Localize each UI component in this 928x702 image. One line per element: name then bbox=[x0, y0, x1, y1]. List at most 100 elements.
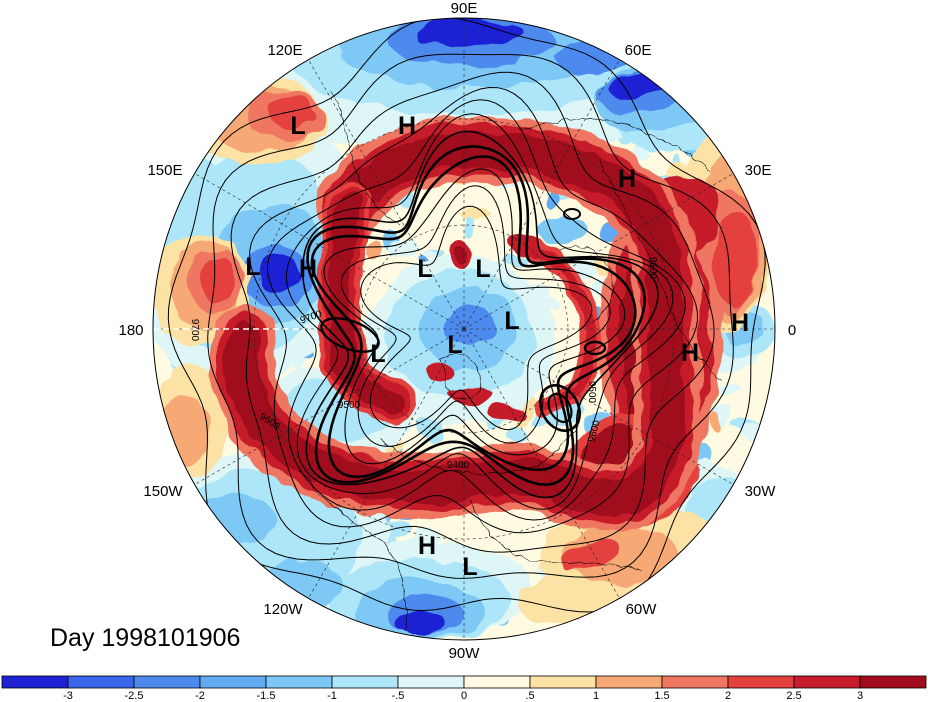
coastlines bbox=[299, 89, 721, 631]
coastline bbox=[379, 419, 581, 475]
longitude-label: 60W bbox=[626, 601, 658, 618]
anomaly-hotspot bbox=[426, 365, 454, 379]
height-contour bbox=[310, 155, 637, 479]
anomaly-region bbox=[713, 215, 757, 305]
colorbar-swatch bbox=[199, 675, 267, 689]
closed-contour-loop bbox=[547, 392, 573, 424]
colorbar-swatch bbox=[67, 675, 135, 689]
meridian-line bbox=[463, 173, 734, 330]
colorbar-tick-label: .5 bbox=[525, 690, 534, 702]
anomaly-speckle bbox=[501, 255, 530, 266]
longitude-label: 0 bbox=[788, 322, 796, 339]
height-contour bbox=[323, 168, 626, 465]
coastline bbox=[599, 159, 721, 381]
low-pressure-label: L bbox=[245, 253, 260, 281]
meridian-line bbox=[463, 328, 620, 599]
high-pressure-label: H bbox=[299, 255, 317, 283]
anomaly-hotspot bbox=[455, 247, 469, 263]
colorbar-swatch bbox=[661, 675, 729, 689]
contour-value-label: 9500 bbox=[338, 400, 361, 411]
high-pressure-label: H bbox=[418, 532, 436, 560]
anomaly-speckle bbox=[548, 191, 561, 210]
anomaly-speckle bbox=[424, 249, 439, 258]
longitude-label: 120E bbox=[267, 42, 302, 59]
anomaly-region bbox=[535, 215, 585, 245]
meridian-line bbox=[463, 328, 734, 485]
anomaly-region bbox=[256, 254, 300, 290]
anomaly-region bbox=[520, 575, 600, 625]
colorbar-swatch bbox=[727, 675, 795, 689]
longitude-label: 180 bbox=[118, 322, 143, 339]
colorbar-swatch bbox=[793, 675, 861, 689]
lat-lon-grid bbox=[153, 18, 775, 640]
height-contour bbox=[301, 130, 659, 499]
colorbar-swatch bbox=[463, 675, 531, 689]
low-pressure-label: L bbox=[462, 553, 477, 581]
low-pressure-label: L bbox=[290, 112, 305, 140]
latitude-circle bbox=[359, 224, 569, 434]
longitude-label: 120W bbox=[263, 601, 303, 618]
longitude-label: 150W bbox=[143, 483, 183, 500]
anomaly-region bbox=[396, 611, 444, 635]
date-title: Day 1998101906 bbox=[50, 624, 240, 652]
longitude-label: 30W bbox=[745, 483, 777, 500]
colorbar-labels: -3 -2.5 -2 -1.5 -1 -.5 0 .5 1 1.5 2 2.5 … bbox=[63, 690, 863, 702]
colorbar-swatch bbox=[331, 675, 399, 689]
longitude-label: 30E bbox=[745, 162, 772, 179]
longitude-label: 90W bbox=[449, 645, 481, 662]
colorbar-tick-label: -2 bbox=[195, 690, 205, 702]
longitude-label: 60E bbox=[625, 42, 652, 59]
colorbar-tick-label: 0 bbox=[461, 690, 467, 702]
latitude-circle bbox=[253, 118, 675, 540]
colorbar-tick-label: -3 bbox=[63, 690, 73, 702]
colorbar-tick-label: 2 bbox=[725, 690, 731, 702]
meridian-line bbox=[463, 59, 620, 330]
meridian-line bbox=[308, 59, 465, 330]
colorbar-swatch bbox=[1, 675, 69, 689]
anomaly-speckle bbox=[741, 421, 767, 442]
colorbar-tick-label: -1.5 bbox=[257, 690, 276, 702]
anomaly-region bbox=[445, 305, 495, 345]
meridian-line bbox=[194, 173, 465, 330]
meridian-line bbox=[308, 328, 465, 599]
globe-outline bbox=[152, 17, 776, 641]
low-pressure-label: L bbox=[447, 331, 462, 359]
anomaly-speckle bbox=[504, 430, 528, 443]
closed-contour-loop bbox=[539, 384, 581, 432]
coastline bbox=[519, 118, 711, 171]
anomaly-region bbox=[200, 256, 236, 300]
height-contour bbox=[360, 205, 593, 431]
anomaly-speckle bbox=[389, 237, 419, 258]
pressure-center-labels: L H H L H L L L H H L L H L bbox=[245, 112, 749, 581]
colorbar-swatch bbox=[859, 675, 927, 689]
height-contour bbox=[340, 185, 611, 447]
height-contour bbox=[230, 71, 715, 553]
longitude-label: 90E bbox=[451, 0, 478, 17]
longitude-labels: 90E 60E 30E 0 30W 60W 90W 120W 150W 180 … bbox=[118, 0, 796, 662]
closed-contour-loop bbox=[583, 340, 607, 356]
colorbar-swatch bbox=[397, 675, 465, 689]
low-pressure-label: L bbox=[417, 255, 432, 283]
colorbar-swatch bbox=[265, 675, 333, 689]
globe-content bbox=[153, 18, 775, 640]
contour-value-label: 9600 bbox=[647, 257, 658, 280]
anomaly-region bbox=[563, 540, 617, 570]
anomaly-speckle bbox=[464, 215, 477, 237]
colorbar-swatch bbox=[133, 675, 201, 689]
longitude-label: 150E bbox=[147, 162, 182, 179]
anomaly-speckle bbox=[632, 144, 652, 161]
anomaly-hotspot bbox=[508, 235, 536, 255]
anomaly-speckle bbox=[663, 164, 688, 179]
height-contour bbox=[266, 99, 686, 521]
contour-value-label: 9400 bbox=[447, 460, 470, 471]
anomaly-jet-band bbox=[224, 133, 686, 517]
height-contour bbox=[285, 113, 674, 510]
anomaly-color-fill bbox=[153, 18, 775, 640]
anomaly-region bbox=[415, 20, 525, 48]
high-pressure-label: H bbox=[731, 309, 749, 337]
colorbar bbox=[1, 675, 927, 689]
colorbar-tick-label: 1.5 bbox=[654, 690, 669, 702]
anomaly-hotspot bbox=[444, 387, 496, 403]
high-pressure-label: H bbox=[398, 112, 416, 140]
